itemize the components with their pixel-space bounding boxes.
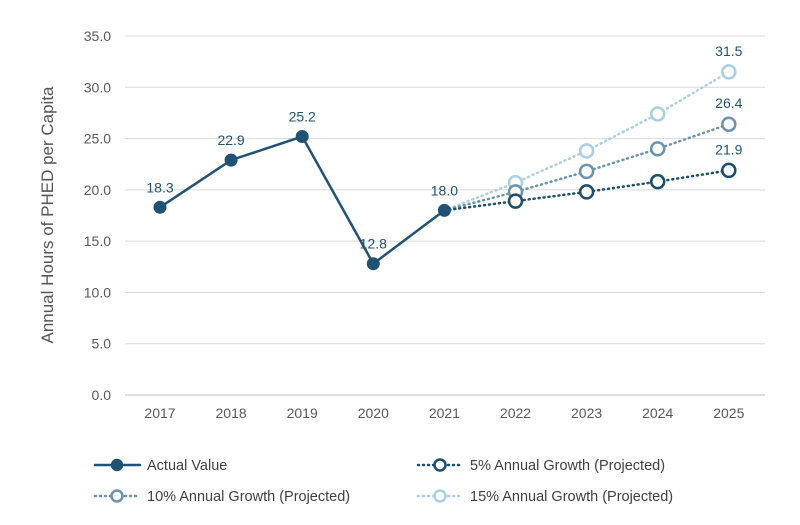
- data-point: [507, 193, 524, 209]
- data-label: 31.5: [715, 43, 742, 59]
- data-point: [578, 184, 595, 200]
- y-tick-label: 5.0: [92, 336, 112, 352]
- x-tick-label: 2019: [287, 405, 318, 421]
- y-axis-label: Annual Hours of PHED per Capita: [38, 86, 57, 344]
- data-label: 22.9: [217, 132, 244, 148]
- data-point: [153, 200, 167, 214]
- data-label: 26.4: [715, 95, 742, 111]
- data-point: [366, 257, 380, 271]
- y-tick-label: 35.0: [84, 28, 111, 44]
- x-tick-label: 2022: [500, 405, 531, 421]
- data-point: [578, 163, 595, 180]
- legend: Actual Value 5% Annual Growth (Projected)…: [93, 458, 673, 505]
- data-point: [224, 153, 238, 167]
- data-labels: 31.5 26.4 21.9 18.3 22.9 25.2 12.8 18.0: [146, 43, 742, 252]
- y-tick-label: 30.0: [84, 79, 111, 95]
- data-point: [721, 162, 737, 179]
- series-line: [443, 169, 731, 212]
- series-group: [153, 64, 737, 271]
- y-tick-label: 10.0: [84, 284, 111, 300]
- x-tick-label: 2017: [144, 405, 175, 421]
- series-projection-1: [443, 162, 737, 212]
- data-point: [649, 173, 666, 190]
- y-axis-ticks: 0.0 5.0 10.0 15.0 20.0 25.0 30.0 35.0: [84, 28, 111, 403]
- x-tick-label: 2021: [429, 405, 460, 421]
- series-line: [443, 122, 731, 212]
- y-tick-label: 15.0: [84, 233, 111, 249]
- legend-label: Actual Value: [147, 458, 227, 474]
- legend-marker: [110, 458, 124, 472]
- data-point: [649, 106, 666, 122]
- data-point: [578, 143, 595, 159]
- x-tick-label: 2023: [571, 405, 602, 421]
- data-label: 12.8: [360, 236, 387, 252]
- y-tick-label: 0.0: [92, 387, 112, 403]
- x-tick-label: 2020: [358, 405, 389, 421]
- x-tick-label: 2025: [713, 405, 744, 421]
- data-label: 21.9: [715, 141, 742, 157]
- legend-label: 15% Annual Growth (Projected): [470, 489, 673, 505]
- data-point: [721, 64, 737, 80]
- legend-item: 5% Annual Growth (Projected): [416, 458, 665, 474]
- data-point: [721, 116, 737, 132]
- data-label: 18.3: [146, 179, 173, 195]
- legend-item: 10% Annual Growth (Projected): [93, 489, 350, 505]
- series-line: [158, 135, 446, 266]
- data-point: [649, 141, 666, 157]
- y-tick-label: 20.0: [84, 182, 111, 198]
- legend-label: 5% Annual Growth (Projected): [470, 458, 665, 474]
- legend-marker: [433, 458, 447, 472]
- x-axis-ticks: 2017 2018 2019 2020 2021 2022 2023 2024 2025: [144, 405, 744, 421]
- data-point: [295, 130, 309, 144]
- y-tick-label: 25.0: [84, 131, 111, 147]
- data-label: 25.2: [289, 109, 316, 125]
- series-actual: [153, 130, 451, 271]
- legend-marker: [433, 489, 447, 503]
- x-tick-label: 2018: [216, 405, 247, 421]
- legend-item: 15% Annual Growth (Projected): [416, 489, 673, 505]
- gridlines: [125, 35, 765, 396]
- data-label: 18.0: [431, 182, 458, 198]
- x-tick-label: 2024: [642, 405, 673, 421]
- legend-marker: [110, 489, 124, 503]
- legend-item: Actual Value: [93, 458, 227, 474]
- legend-label: 10% Annual Growth (Projected): [147, 489, 350, 505]
- data-point: [437, 203, 451, 217]
